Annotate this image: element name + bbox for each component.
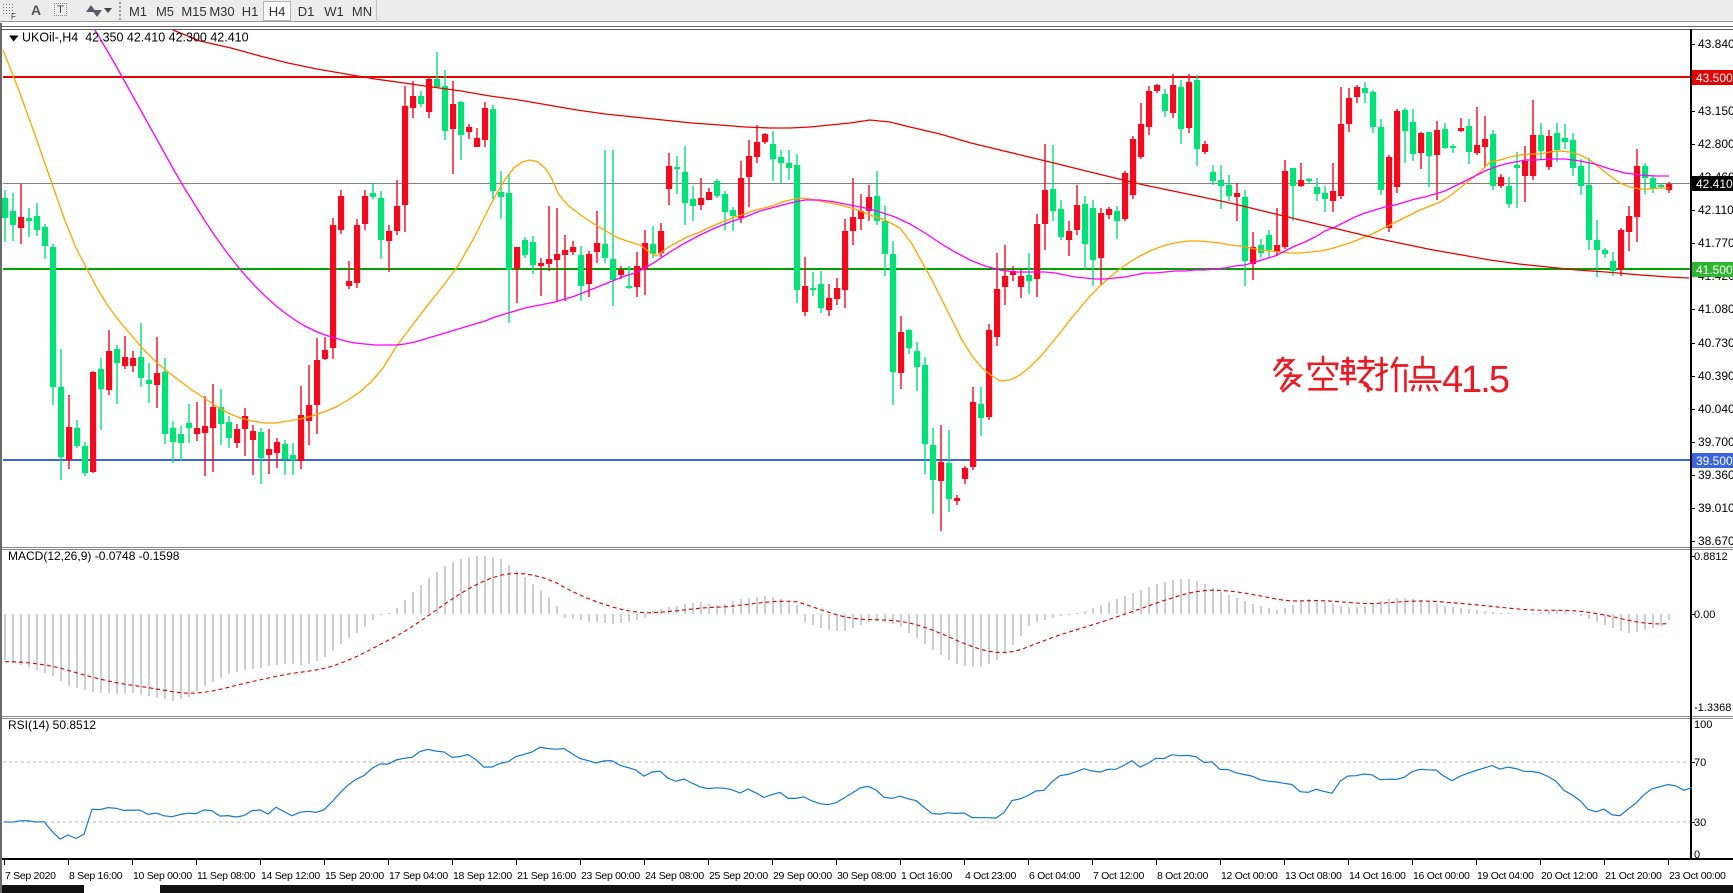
svg-text:10 Sep 00:00: 10 Sep 00:00 [133,870,192,882]
svg-text:19 Oct 04:00: 19 Oct 04:00 [1477,870,1534,882]
svg-text:13 Oct 08:00: 13 Oct 08:00 [1285,870,1342,882]
svg-text:21 Oct 20:00: 21 Oct 20:00 [1605,870,1662,882]
svg-text:23 Sep 00:00: 23 Sep 00:00 [581,870,640,882]
svg-text:41.080: 41.080 [1698,302,1733,316]
svg-text:41.5: 41.5 [1442,359,1509,401]
svg-text:43.840: 43.840 [1698,37,1733,51]
svg-text:30: 30 [1694,817,1706,829]
svg-text:25 Sep 20:00: 25 Sep 20:00 [709,870,768,882]
svg-text:40.040: 40.040 [1698,402,1733,416]
svg-text:39.360: 39.360 [1698,468,1733,482]
svg-text:39.010: 39.010 [1698,501,1733,515]
svg-text:23 Oct 00:00: 23 Oct 00:00 [1669,870,1726,882]
svg-text:41.500: 41.500 [1696,263,1733,277]
svg-text:38.670: 38.670 [1698,534,1733,548]
svg-text:43.150: 43.150 [1698,104,1733,118]
svg-text:14 Sep 12:00: 14 Sep 12:00 [261,870,320,882]
svg-text:0.00: 0.00 [1694,609,1715,621]
svg-text:7 Sep 2020: 7 Sep 2020 [5,870,56,882]
svg-text:39.700: 39.700 [1698,435,1733,449]
svg-text:24 Sep 08:00: 24 Sep 08:00 [645,870,704,882]
svg-text:42.800: 42.800 [1698,137,1733,151]
svg-text:20 Oct 12:00: 20 Oct 12:00 [1541,870,1598,882]
svg-text:42.110: 42.110 [1698,203,1733,217]
svg-text:UKOil-,H4 42.350 42.410 42.30: UKOil-,H4 42.350 42.410 42.300 42.410 [22,31,249,45]
svg-text:30 Sep 08:00: 30 Sep 08:00 [837,870,896,882]
svg-text:70: 70 [1694,757,1706,769]
svg-text:40.730: 40.730 [1698,336,1733,350]
svg-text:29 Sep 00:00: 29 Sep 00:00 [773,870,832,882]
svg-text:8 Oct 20:00: 8 Oct 20:00 [1157,870,1208,882]
svg-text:39.500: 39.500 [1696,454,1733,468]
svg-text:0.8812: 0.8812 [1694,551,1728,563]
svg-text:8 Sep 16:00: 8 Sep 16:00 [69,870,123,882]
svg-text:1 Oct 16:00: 1 Oct 16:00 [901,870,952,882]
svg-text:6 Oct 04:00: 6 Oct 04:00 [1029,870,1080,882]
svg-text:14 Oct 16:00: 14 Oct 16:00 [1349,870,1406,882]
svg-text:0: 0 [1694,849,1700,861]
svg-text:MACD(12,26,9) -0.0748 -0.1598: MACD(12,26,9) -0.0748 -0.1598 [8,549,180,563]
svg-text:43.500: 43.500 [1696,71,1733,85]
svg-text:11 Sep 08:00: 11 Sep 08:00 [197,870,256,882]
svg-text:RSI(14) 50.8512: RSI(14) 50.8512 [8,718,96,732]
svg-text:4 Oct 23:00: 4 Oct 23:00 [965,870,1016,882]
svg-text:15 Sep 20:00: 15 Sep 20:00 [325,870,384,882]
svg-text:18 Sep 12:00: 18 Sep 12:00 [453,870,512,882]
svg-text:12 Oct 00:00: 12 Oct 00:00 [1221,870,1278,882]
svg-text:-1.3368: -1.3368 [1694,702,1731,714]
svg-text:16 Oct 00:00: 16 Oct 00:00 [1413,870,1470,882]
svg-text:100: 100 [1694,719,1712,731]
svg-text:17 Sep 04:00: 17 Sep 04:00 [389,870,448,882]
svg-text:7 Oct 12:00: 7 Oct 12:00 [1093,870,1144,882]
svg-text:21 Sep 16:00: 21 Sep 16:00 [517,870,576,882]
svg-text:42.410: 42.410 [1696,177,1733,191]
svg-text:41.770: 41.770 [1698,236,1733,250]
svg-text:40.390: 40.390 [1698,369,1733,383]
